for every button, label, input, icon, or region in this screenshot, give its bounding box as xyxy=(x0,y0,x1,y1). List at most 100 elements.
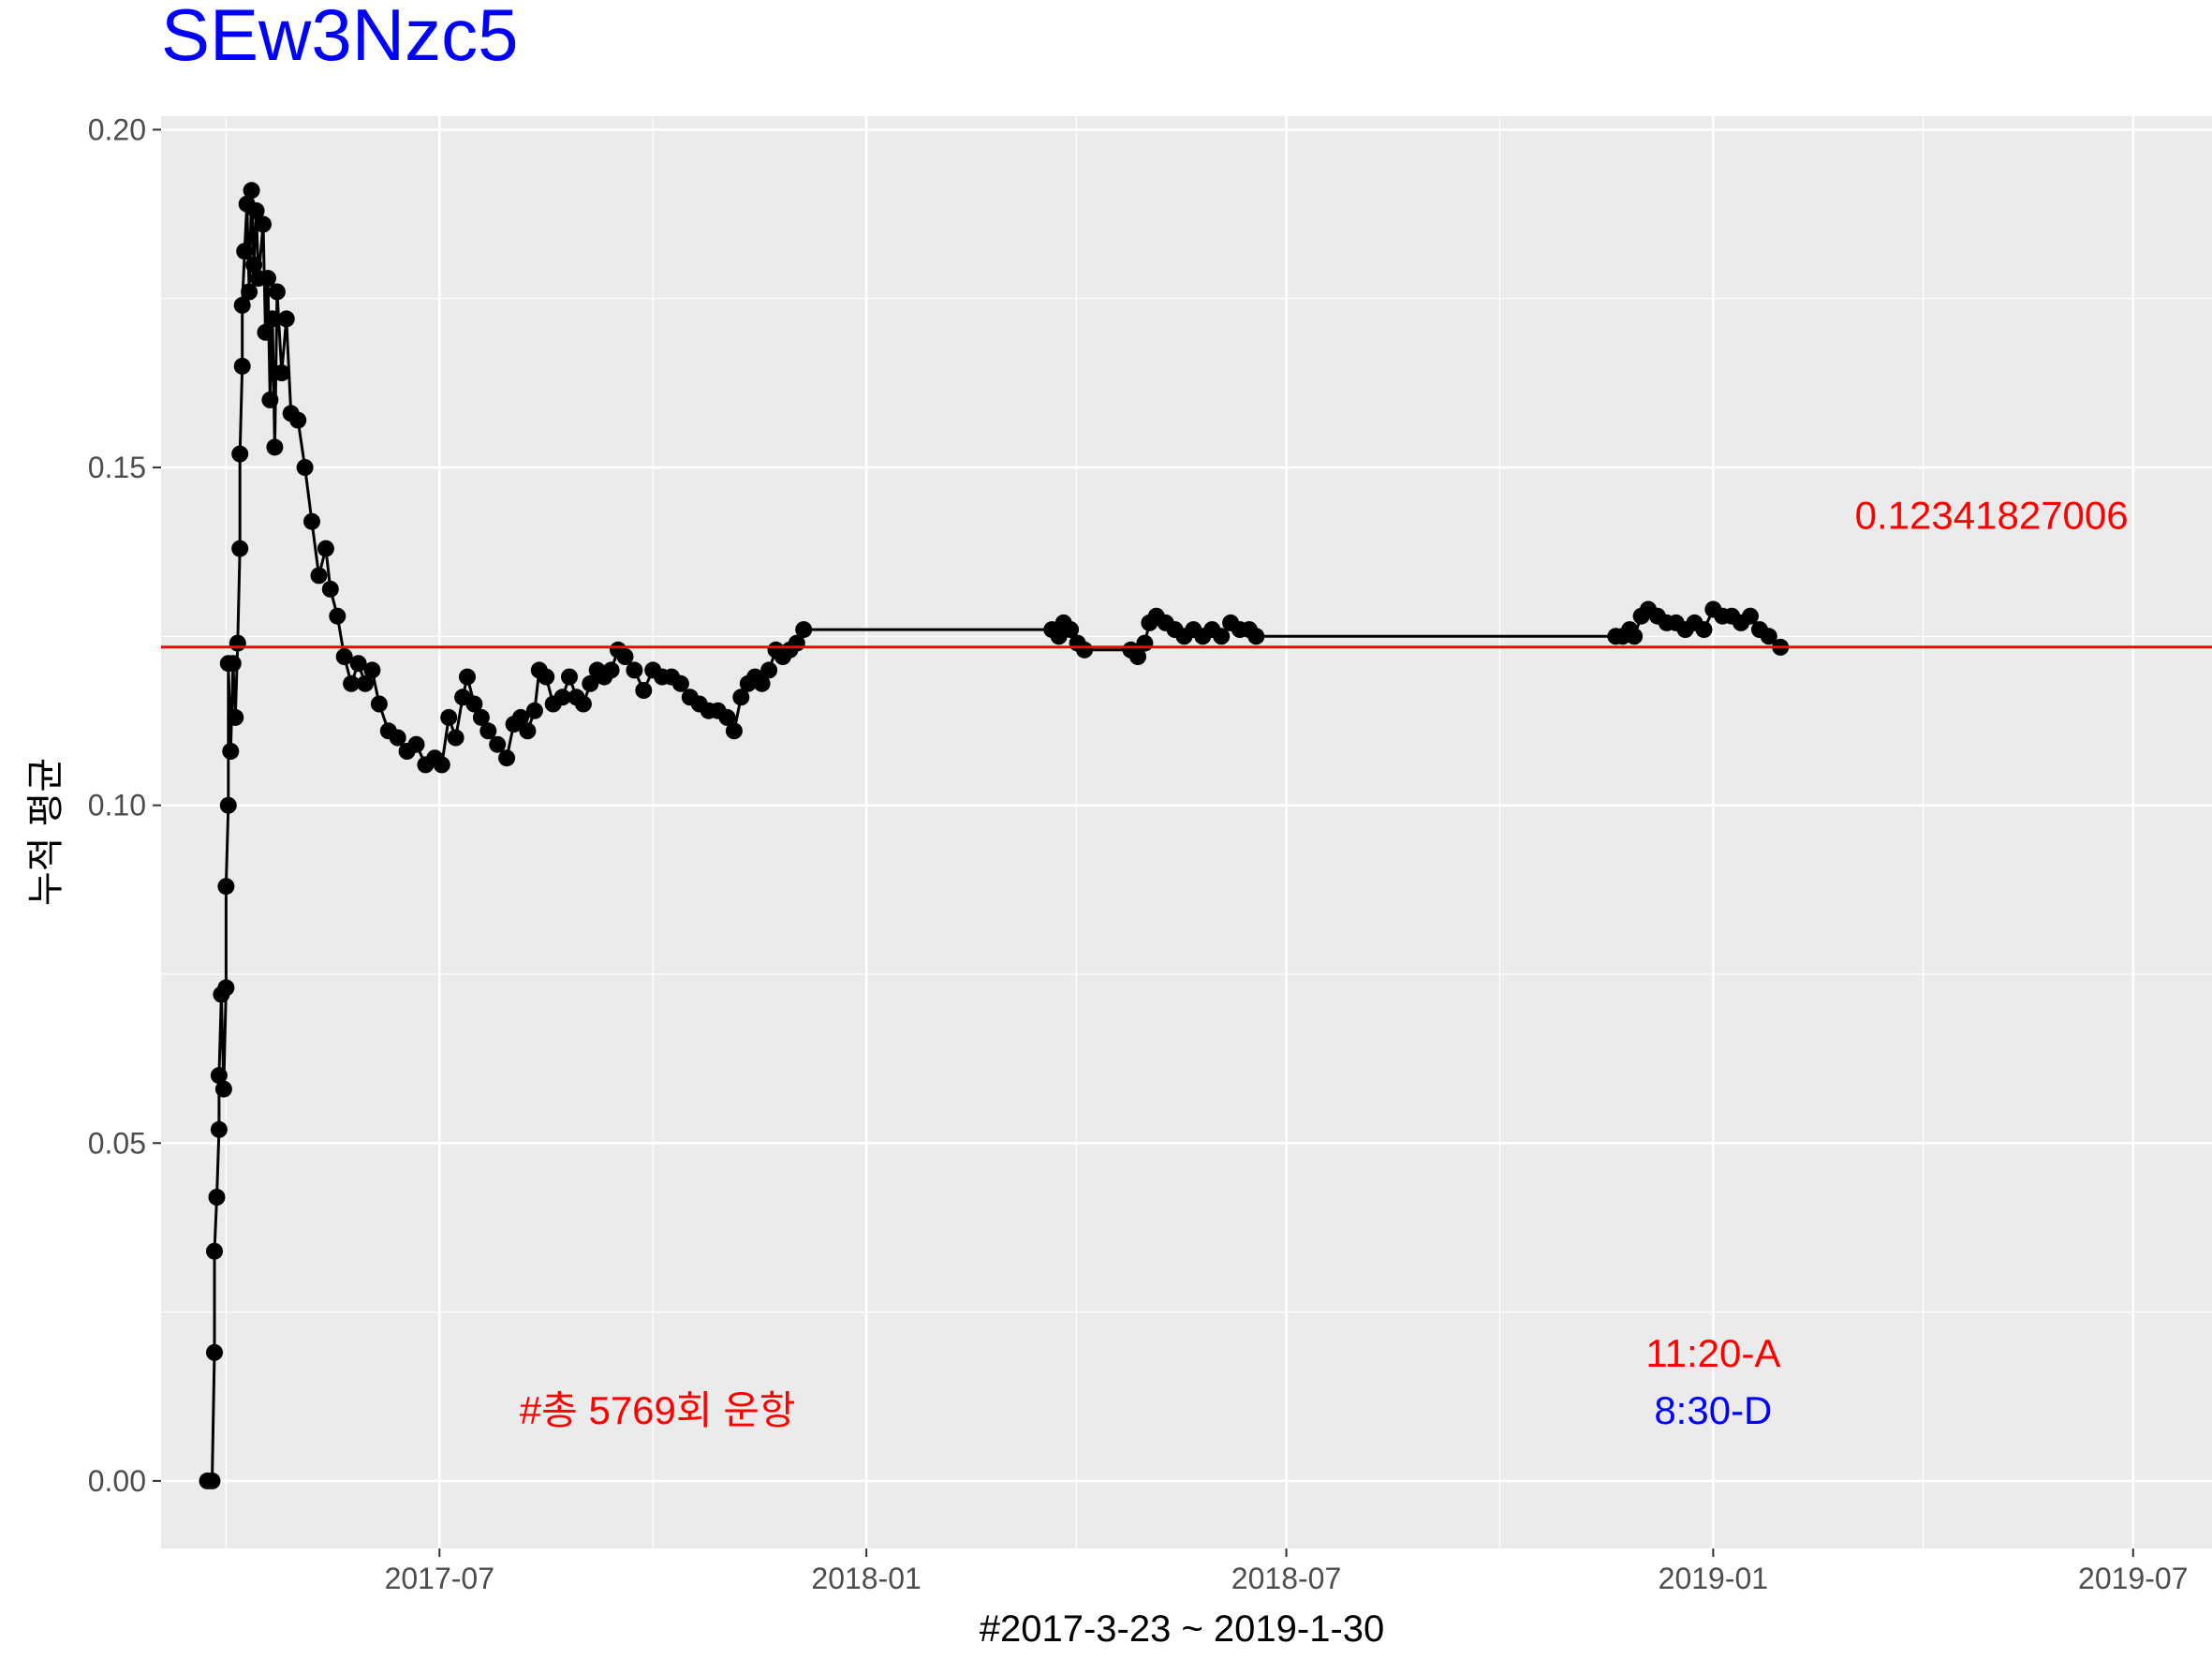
data-point xyxy=(1136,634,1154,652)
data-point xyxy=(214,1080,232,1098)
data-point xyxy=(343,674,361,692)
data-point xyxy=(210,1067,228,1085)
data-point xyxy=(321,580,339,598)
data-point xyxy=(263,310,281,328)
data-point xyxy=(349,655,367,673)
data-point xyxy=(370,695,388,713)
data-point xyxy=(1247,628,1265,645)
data-point xyxy=(245,256,263,274)
data-point xyxy=(247,202,265,219)
annotation-label: 0.12341827006 xyxy=(1855,494,2129,538)
x-axis-title: #2017-3-23 ~ 2019-1-30 xyxy=(980,1608,1385,1650)
data-point xyxy=(479,722,497,740)
data-point xyxy=(753,674,771,692)
x-tick-label: 2018-01 xyxy=(811,1562,921,1595)
y-tick-label: 0.10 xyxy=(88,789,146,822)
data-point xyxy=(718,708,736,726)
data-point xyxy=(433,756,450,774)
data-point xyxy=(1076,641,1093,659)
data-point xyxy=(498,749,516,767)
annotation-label: 11:20-A xyxy=(1645,1331,1780,1375)
x-tick-label: 2018-07 xyxy=(1231,1562,1341,1595)
data-point xyxy=(602,661,620,679)
y-tick-label: 0.20 xyxy=(88,112,146,146)
x-tick-label: 2019-01 xyxy=(1659,1562,1768,1595)
data-point xyxy=(1062,621,1080,639)
series-layer xyxy=(199,182,1790,1489)
annotation-label: #총 5769회 운항 xyxy=(520,1388,796,1432)
data-point xyxy=(465,695,483,713)
data-point xyxy=(574,695,592,713)
data-point xyxy=(233,296,251,314)
chart-title: SEw3Nzc5 xyxy=(161,0,518,76)
y-tick-label: 0.05 xyxy=(88,1126,146,1160)
data-point xyxy=(459,668,476,686)
data-point xyxy=(626,661,643,679)
y-tick-label: 0.15 xyxy=(88,451,146,484)
data-point xyxy=(289,411,307,429)
x-axis: 2017-07 2018-01 2018-07 2019-01 2019-07 xyxy=(385,1548,2188,1595)
data-point xyxy=(525,702,543,719)
data-point xyxy=(255,215,272,233)
data-point xyxy=(231,445,249,463)
data-point xyxy=(489,735,507,753)
data-point xyxy=(206,1343,223,1361)
data-point xyxy=(227,708,244,726)
data-point xyxy=(329,607,347,625)
data-point xyxy=(1626,628,1644,645)
data-point xyxy=(273,364,290,382)
data-point xyxy=(243,182,260,200)
data-point xyxy=(1760,628,1777,645)
data-point xyxy=(335,648,353,665)
data-point xyxy=(561,668,578,686)
data-point xyxy=(229,634,246,652)
data-point xyxy=(512,708,529,726)
x-tick-label: 2017-07 xyxy=(385,1562,494,1595)
data-point xyxy=(357,674,374,692)
data-point xyxy=(206,1242,223,1260)
data-point xyxy=(635,682,653,699)
data-point xyxy=(795,621,813,639)
data-point xyxy=(224,655,242,673)
annotation-layer: 0.12341827006 11:20-A 8:30-D #총 5769회 운항 xyxy=(520,494,2129,1433)
data-point xyxy=(277,310,295,328)
grid-major xyxy=(161,116,2212,1548)
data-point xyxy=(222,743,240,760)
x-tick-label: 2019-07 xyxy=(2078,1562,2188,1595)
data-point xyxy=(1213,628,1231,645)
data-point xyxy=(760,661,778,679)
data-point xyxy=(363,661,381,679)
data-point xyxy=(219,796,237,814)
y-axis-title: 누적 평균 xyxy=(25,758,66,906)
data-point xyxy=(296,459,314,476)
data-point xyxy=(268,283,286,301)
data-point xyxy=(472,708,490,726)
annotation-label: 8:30-D xyxy=(1654,1388,1772,1432)
data-point xyxy=(1695,621,1713,639)
y-tick-label: 0.00 xyxy=(88,1464,146,1498)
data-point xyxy=(519,722,537,740)
data-point xyxy=(236,243,254,260)
data-point xyxy=(231,540,249,557)
data-point xyxy=(553,689,571,706)
y-axis: 0.00 0.05 0.10 0.15 0.20 xyxy=(88,112,161,1498)
data-point xyxy=(1742,607,1759,625)
data-point xyxy=(616,648,634,665)
data-point xyxy=(233,357,251,375)
data-point xyxy=(1129,648,1146,665)
data-point xyxy=(259,270,276,288)
data-point xyxy=(210,1120,228,1138)
data-point xyxy=(538,668,555,686)
data-point xyxy=(303,512,320,530)
plot-panel xyxy=(161,116,2212,1548)
data-point xyxy=(217,878,235,896)
data-point xyxy=(241,283,258,301)
data-point xyxy=(310,567,328,585)
data-point xyxy=(407,735,425,753)
data-point xyxy=(208,1189,226,1206)
data-point xyxy=(261,391,279,408)
data-point xyxy=(447,729,465,747)
data-point xyxy=(440,708,458,726)
data-point xyxy=(257,323,274,341)
